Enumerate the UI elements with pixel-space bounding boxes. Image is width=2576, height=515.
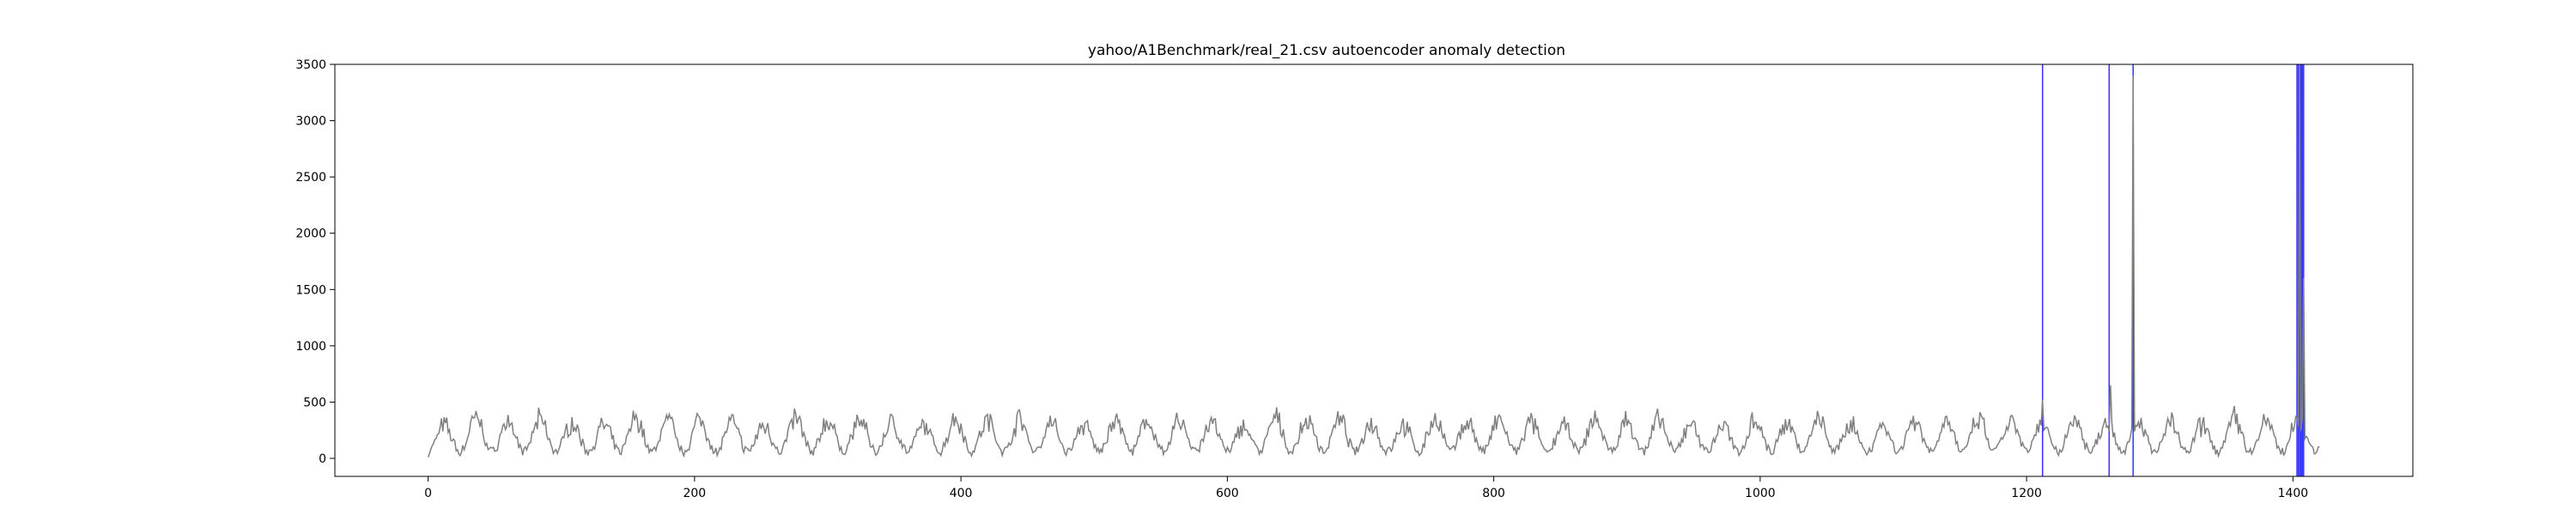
y-tick-label: 3000: [295, 115, 326, 129]
series-group: [427, 64, 2320, 458]
y-tick-label: 1500: [295, 283, 326, 297]
series-line: [427, 64, 2320, 458]
y-tick-label: 1000: [295, 340, 326, 354]
y-tick-label: 3500: [295, 58, 326, 72]
x-tick-label: 800: [1482, 487, 1505, 500]
anomaly-markers: [2041, 64, 2305, 476]
x-tick-label: 600: [1216, 487, 1239, 500]
x-tick-label: 1000: [1745, 487, 1776, 500]
x-axis: 0 200 400 600 800 1000 1200 1400: [424, 476, 2308, 500]
y-axis: 0 500 1000 1500 2000 2500 3000 3500: [295, 58, 335, 466]
plot-frame: [334, 64, 2414, 477]
x-tick-label: 1200: [2011, 487, 2042, 500]
y-tick-label: 2000: [295, 227, 326, 241]
x-tick-label: 1400: [2278, 487, 2309, 500]
y-tick-label: 500: [303, 396, 326, 409]
chart-title: yahoo/A1Benchmark/real_21.csv autoencode…: [1088, 42, 1565, 59]
x-tick-label: 0: [424, 487, 432, 500]
x-tick-label: 400: [950, 487, 973, 500]
x-tick-label: 200: [683, 487, 706, 500]
y-tick-label: 0: [319, 452, 326, 466]
y-tick-label: 2500: [295, 171, 326, 185]
